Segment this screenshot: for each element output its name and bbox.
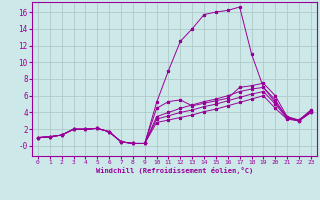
X-axis label: Windchill (Refroidissement éolien,°C): Windchill (Refroidissement éolien,°C) [96, 167, 253, 174]
